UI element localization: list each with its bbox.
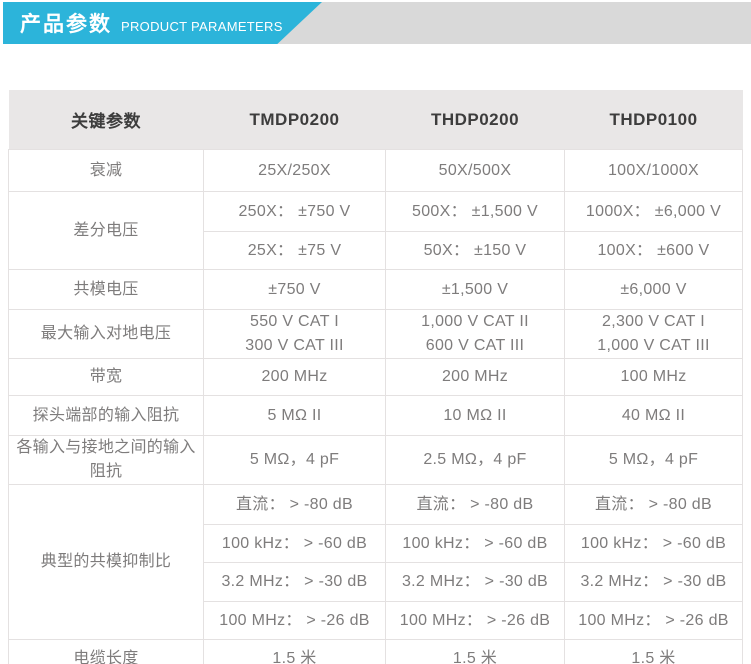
value-cell: 1000X： ±6,000 V [564, 191, 743, 232]
value-cell: 3.2 MHz： > -30 dB [385, 562, 565, 602]
value-cell: 25X： ±75 V [203, 231, 386, 270]
table-row: 差分电压 250X： ±750 V 500X： ±1,500 V 1000X： … [8, 191, 743, 270]
row-label-cell: 最大输入对地电压 [8, 309, 204, 359]
value-cell: ±750 V [203, 269, 386, 310]
banner-title-en: PRODUCT PARAMETERS [121, 18, 283, 34]
value-cell: 直流： > -80 dB [385, 484, 565, 525]
value-cell: 1.5 米 [203, 639, 386, 664]
value-cell: 100X： ±600 V [564, 231, 743, 270]
value-cell: 250X： ±750 V [203, 191, 386, 232]
value-cell: 1.5 米 [564, 639, 743, 664]
row-label-cell: 各输入与接地之间的输入阻抗 [8, 435, 204, 485]
table-row: 带宽 200 MHz 200 MHz 100 MHz [8, 358, 743, 396]
row-label-cell: 电缆长度 [8, 639, 204, 664]
value-cell: 100 MHz： > -26 dB [203, 601, 386, 640]
row-label-cell: 衰减 [8, 149, 204, 192]
value-cell: 100 kHz： > -60 dB [385, 524, 565, 563]
value-cell: 200 MHz [203, 358, 386, 396]
value-cell: 直流： > -80 dB [564, 484, 743, 525]
row-label-cell: 共模电压 [8, 269, 204, 310]
column-header-thdp0100: THDP0100 [564, 90, 743, 150]
table-row: 3.2 MHz： > -30 dB 3.2 MHz： > -30 dB 3.2 … [9, 562, 743, 602]
value-cell: 2.5 MΩ，4 pF [385, 435, 565, 485]
table-row: 25X： ±75 V 50X： ±150 V 100X： ±600 V [9, 231, 743, 270]
value-cell: 50X/500X [385, 149, 565, 192]
row-label-cell: 探头端部的输入阻抗 [8, 395, 204, 436]
column-header-tmdp0200: TMDP0200 [203, 90, 386, 150]
column-header-thdp0200: THDP0200 [385, 90, 565, 150]
table-row: 各输入与接地之间的输入阻抗 5 MΩ，4 pF 2.5 MΩ，4 pF 5 MΩ… [8, 435, 743, 485]
column-header-key-params: 关键参数 [8, 90, 204, 150]
row-label-cell: 差分电压 [8, 191, 204, 270]
row-label-cell: 典型的共模抑制比 [8, 484, 204, 640]
value-cell: 25X/250X [203, 149, 386, 192]
value-cell: 100 kHz： > -60 dB [564, 524, 743, 563]
value-cell: 5 MΩ，4 pF [564, 435, 743, 485]
product-spec-table: 关键参数 TMDP0200 THDP0200 THDP0100 衰减 25X/2… [8, 90, 743, 664]
value-cell: 2,300 V CAT I 1,000 V CAT III [564, 309, 743, 359]
value-cell: 100 MHz： > -26 dB [385, 601, 565, 640]
value-cell: 3.2 MHz： > -30 dB [203, 562, 386, 602]
value-cell: 550 V CAT I 300 V CAT III [203, 309, 386, 359]
table-row: 典型的共模抑制比 直流： > -80 dB 直流： > -80 dB 直流： >… [8, 484, 743, 640]
table-row: 电缆长度 1.5 米 1.5 米 1.5 米 [8, 639, 743, 664]
value-cell: 500X： ±1,500 V [385, 191, 565, 232]
value-cell: 50X： ±150 V [385, 231, 565, 270]
value-cell: 100 MHz： > -26 dB [564, 601, 743, 640]
table-row: 最大输入对地电压 550 V CAT I 300 V CAT III 1,000… [8, 309, 743, 359]
value-cell: 1,000 V CAT II 600 V CAT III [385, 309, 565, 359]
table-row: 探头端部的输入阻抗 5 MΩ II 10 MΩ II 40 MΩ II [8, 395, 743, 436]
value-cell: 直流： > -80 dB [203, 484, 386, 525]
value-cell: 1.5 米 [385, 639, 565, 664]
value-cell: 100X/1000X [564, 149, 743, 192]
value-cell: 10 MΩ II [385, 395, 565, 436]
value-cell: 5 MΩ，4 pF [203, 435, 386, 485]
table-row: 100 MHz： > -26 dB 100 MHz： > -26 dB 100 … [9, 601, 743, 640]
header-row: 关键参数 TMDP0200 THDP0200 THDP0100 [8, 90, 743, 150]
value-cell: 40 MΩ II [564, 395, 743, 436]
value-cell: 100 MHz [564, 358, 743, 396]
value-cell: 200 MHz [385, 358, 565, 396]
value-cell: 100 kHz： > -60 dB [203, 524, 386, 563]
value-cell: ±1,500 V [385, 269, 565, 310]
banner-title-cn: 产品参数 [20, 13, 112, 36]
product-parameters-banner: 产品参数 PRODUCT PARAMETERS [3, 2, 322, 44]
table-row: 共模电压 ±750 V ±1,500 V ±6,000 V [8, 269, 743, 310]
value-cell: ±6,000 V [564, 269, 743, 310]
value-cell: 5 MΩ II [203, 395, 386, 436]
value-cell: 3.2 MHz： > -30 dB [564, 562, 743, 602]
row-label-cell: 带宽 [8, 358, 204, 396]
table-row: 衰减 25X/250X 50X/500X 100X/1000X [8, 149, 743, 192]
